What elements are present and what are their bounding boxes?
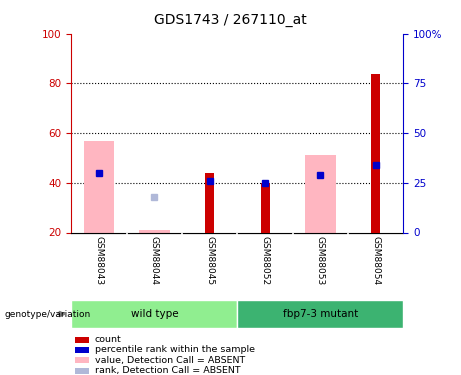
Bar (75, 357, 89, 363)
Text: GSM88054: GSM88054 (371, 236, 380, 285)
Text: percentile rank within the sample: percentile rank within the sample (95, 345, 255, 354)
Text: GSM88044: GSM88044 (150, 236, 159, 285)
Text: rank, Detection Call = ABSENT: rank, Detection Call = ABSENT (95, 366, 241, 375)
Bar (75, 347, 89, 353)
Text: GDS1743 / 267110_at: GDS1743 / 267110_at (154, 13, 307, 27)
Bar (260, 183, 270, 232)
Text: GSM88052: GSM88052 (260, 236, 270, 285)
Text: fbp7-3 mutant: fbp7-3 mutant (283, 309, 358, 319)
Text: GSM88053: GSM88053 (316, 236, 325, 285)
Text: wild type: wild type (130, 309, 178, 319)
Bar (139, 230, 170, 232)
Bar (305, 156, 336, 232)
Text: GSM88045: GSM88045 (205, 236, 214, 285)
Bar (75, 337, 89, 343)
Text: value, Detection Call = ABSENT: value, Detection Call = ABSENT (95, 356, 245, 365)
Text: GSM88043: GSM88043 (95, 236, 104, 285)
Bar (237, 300, 403, 328)
Bar (71, 300, 237, 328)
Bar (205, 173, 214, 232)
Bar (75, 368, 89, 374)
Text: genotype/variation: genotype/variation (5, 310, 91, 319)
Text: count: count (95, 335, 122, 344)
Bar (371, 74, 380, 232)
Bar (84, 141, 114, 232)
